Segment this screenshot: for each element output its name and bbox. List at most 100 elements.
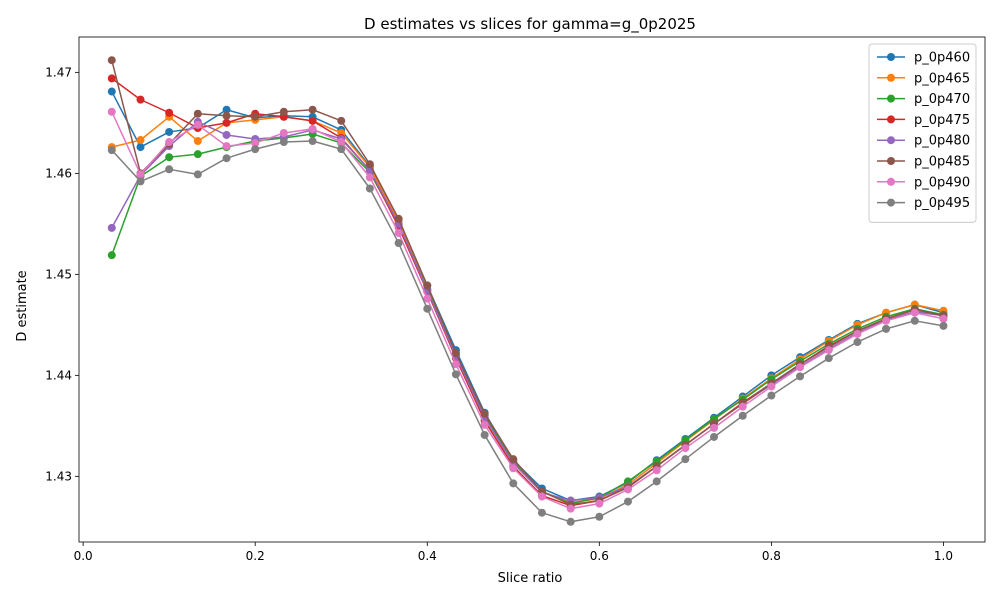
data-point: [279, 138, 288, 147]
data-point: [222, 154, 231, 163]
series-p_0p490: [107, 107, 948, 513]
legend-swatch-marker: [887, 177, 895, 186]
data-point: [251, 139, 260, 148]
data-point: [423, 304, 432, 313]
data-point: [796, 372, 805, 381]
data-point: [193, 150, 202, 159]
series-line: [111, 140, 944, 523]
legend-entry: p_0p475: [877, 113, 970, 128]
x-tick-label: 0.4: [418, 549, 437, 563]
data-point: [165, 108, 174, 117]
data-point: [394, 228, 403, 237]
data-point: [595, 499, 604, 508]
data-point: [623, 485, 632, 494]
data-point: [509, 464, 518, 473]
data-point: [537, 508, 546, 517]
legend-label: p_0p470: [914, 92, 970, 107]
data-point: [136, 136, 145, 145]
data-point: [222, 142, 231, 151]
legend-entry: p_0p485: [877, 155, 970, 170]
y-tick-label: 1.44: [45, 368, 72, 382]
data-point: [107, 251, 116, 260]
x-axis-label: Slice ratio: [498, 571, 563, 586]
x-tick-label: 0.6: [590, 549, 609, 563]
data-point: [939, 314, 948, 323]
legend-swatch-marker: [887, 198, 895, 207]
data-point: [480, 420, 489, 429]
legend-swatch-marker: [887, 53, 895, 61]
plot-area: [107, 56, 948, 526]
data-point: [423, 281, 432, 290]
data-point: [107, 146, 116, 155]
data-point: [279, 128, 288, 137]
legend-swatch-marker: [887, 115, 895, 124]
data-point: [107, 223, 116, 232]
data-point: [193, 170, 202, 179]
data-point: [939, 321, 948, 330]
data-point: [451, 360, 460, 369]
data-point: [910, 316, 919, 325]
data-point: [853, 338, 862, 347]
y-tick-label: 1.46: [45, 166, 72, 180]
data-point: [365, 173, 374, 182]
data-point: [451, 349, 460, 358]
legend-label: p_0p460: [914, 51, 970, 66]
data-point: [681, 455, 690, 464]
y-axis-label: D estimate: [15, 270, 30, 341]
data-point: [710, 432, 718, 441]
data-point: [394, 239, 403, 248]
data-point: [222, 105, 231, 114]
data-point: [136, 143, 145, 152]
data-point: [652, 477, 661, 486]
legend-entry: p_0p495: [877, 196, 970, 211]
data-point: [652, 466, 661, 475]
data-point: [308, 124, 317, 133]
data-point: [165, 165, 174, 174]
data-point: [193, 120, 202, 129]
y-tick-label: 1.47: [45, 65, 72, 79]
x-tick-label: 1.0: [934, 549, 953, 563]
data-point: [165, 153, 174, 162]
data-point: [824, 346, 833, 355]
data-point: [251, 145, 260, 154]
data-point: [796, 363, 805, 372]
data-point: [509, 479, 518, 488]
data-point: [423, 294, 432, 303]
data-point: [107, 56, 116, 65]
data-point: [480, 430, 489, 439]
data-point: [853, 329, 862, 338]
legend-label: p_0p475: [914, 113, 970, 128]
data-point: [365, 160, 374, 169]
series-p_0p495: [107, 137, 948, 526]
series-line: [111, 60, 944, 506]
data-point: [107, 107, 116, 116]
legend-swatch-marker: [887, 73, 895, 82]
data-point: [337, 116, 346, 125]
axes: 0.0 0.2 0.4 0.6 0.8 1.0 1.43 1.44 1.45 1.46 1.47: [45, 36, 986, 563]
data-point: [107, 74, 116, 83]
data-point: [738, 411, 747, 420]
data-point: [882, 316, 891, 325]
legend-label: p_0p490: [914, 175, 970, 190]
data-point: [308, 137, 317, 146]
data-point: [165, 127, 174, 136]
axes-frame: [78, 36, 986, 543]
data-point: [337, 145, 346, 154]
data-point: [136, 177, 145, 186]
data-point: [365, 184, 374, 193]
legend-label: p_0p495: [914, 196, 970, 211]
x-tick-label: 0.0: [74, 549, 93, 563]
legend-label: p_0p485: [914, 155, 970, 170]
data-point: [910, 308, 919, 317]
x-tick-label: 0.8: [762, 549, 781, 563]
data-point: [767, 382, 776, 391]
legend-entry: p_0p460: [877, 51, 970, 66]
data-point: [824, 354, 833, 363]
data-point: [767, 391, 776, 400]
data-point: [222, 111, 231, 120]
y-tick-label: 1.43: [45, 469, 72, 483]
y-tick-label: 1.45: [45, 267, 72, 281]
data-point: [136, 95, 145, 104]
